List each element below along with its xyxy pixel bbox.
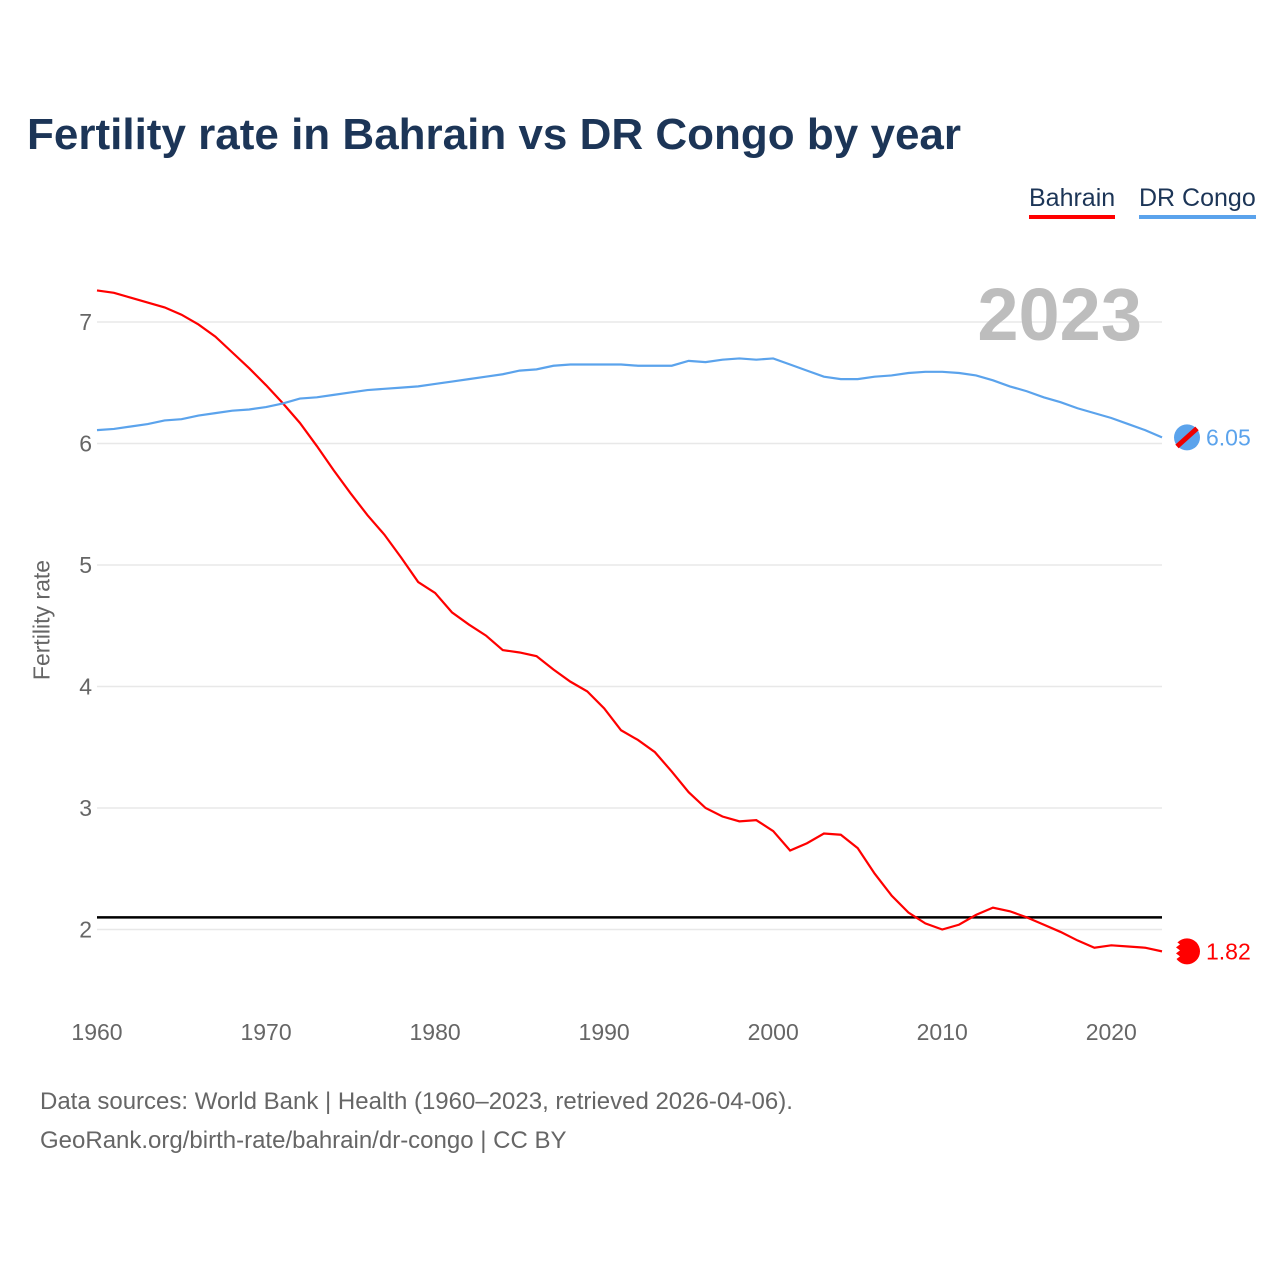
y-tick-label: 4 xyxy=(79,674,92,700)
flag-stripe xyxy=(1175,426,1199,449)
x-tick-label: 2010 xyxy=(917,1019,968,1045)
y-axis-label: Fertility rate xyxy=(28,559,55,681)
source-text: Data sources: World Bank | Health (1960–… xyxy=(40,1088,793,1115)
x-tick-label: 2000 xyxy=(748,1019,799,1045)
y-tick-label: 5 xyxy=(79,552,92,578)
y-tick-label: 3 xyxy=(79,795,92,821)
legend-dr-congo[interactable]: DR Congo xyxy=(1139,184,1256,219)
end-value-label: 1.82 xyxy=(1206,938,1251,964)
y-tick-label: 2 xyxy=(79,917,92,943)
legend-bahrain[interactable]: Bahrain xyxy=(1029,184,1116,219)
y-tick-label: 7 xyxy=(79,309,92,335)
x-tick-label: 1970 xyxy=(240,1019,291,1045)
x-tick-label: 1960 xyxy=(71,1019,122,1045)
chart-title: Fertility rate in Bahrain vs DR Congo by… xyxy=(27,110,962,159)
x-tick-label: 2020 xyxy=(1086,1019,1137,1045)
end-value-label: 6.05 xyxy=(1206,424,1251,450)
current-year-label: 2023 xyxy=(977,273,1142,356)
x-tick-label: 1990 xyxy=(579,1019,630,1045)
flag-stripe xyxy=(1174,938,1180,963)
y-tick-label: 6 xyxy=(79,431,92,457)
series-line-bahrain xyxy=(96,289,1163,953)
source-link[interactable]: GeoRank.org/birth-rate/bahrain/dr-congo … xyxy=(40,1127,567,1154)
series-line-dr-congo xyxy=(96,357,1163,439)
x-tick-label: 1980 xyxy=(410,1019,461,1045)
flag-icon xyxy=(1174,938,1200,965)
